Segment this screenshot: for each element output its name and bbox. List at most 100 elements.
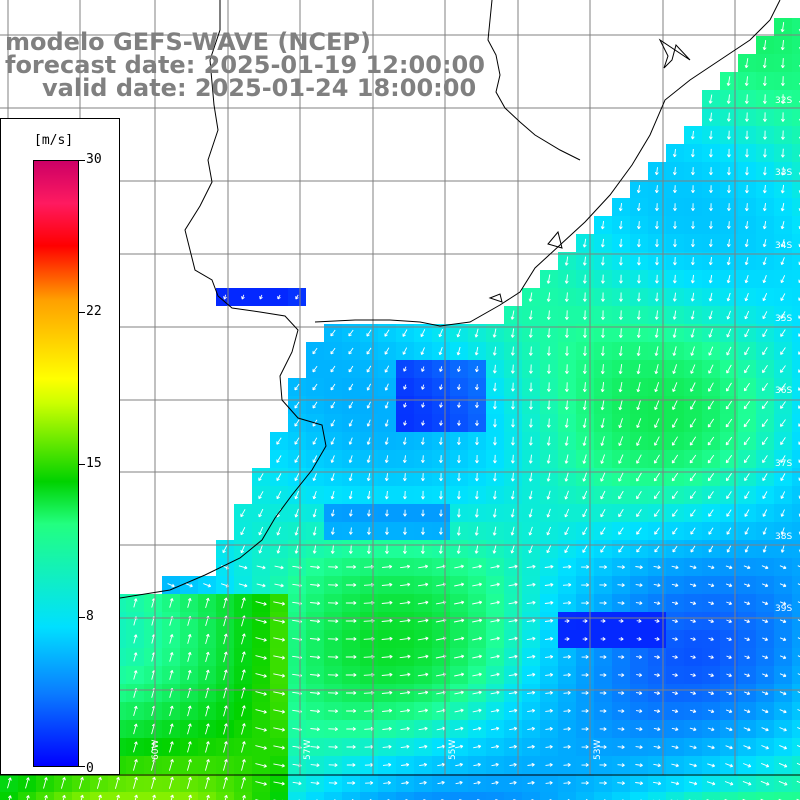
wind-arrow (547, 364, 551, 374)
wind-arrow (472, 600, 483, 605)
wind-arrow (384, 347, 390, 355)
wind-arrow (761, 691, 769, 696)
wind-arrow (381, 654, 393, 659)
wind-arrow (330, 329, 336, 337)
wind-cell (792, 306, 800, 324)
wind-arrow (744, 601, 751, 606)
wind-arrow (292, 781, 302, 786)
wind-arrow (690, 655, 696, 659)
wind-arrow (310, 583, 321, 588)
wind-cell (792, 18, 800, 36)
wind-arrow (744, 473, 750, 482)
wind-arrow (545, 780, 553, 785)
wind-arrow (654, 364, 659, 375)
wind-arrow (564, 418, 569, 428)
wind-arrow (780, 401, 786, 409)
wind-arrow (421, 509, 425, 517)
wind-arrow (707, 709, 715, 714)
wind-arrow (348, 383, 354, 391)
wind-arrow (600, 490, 606, 500)
wind-arrow (44, 794, 48, 800)
wind-arrow (582, 527, 588, 536)
wind-arrow (526, 636, 536, 641)
wind-cell (792, 432, 800, 450)
wind-arrow (689, 436, 697, 446)
wind-arrow (528, 472, 533, 482)
wind-cell (792, 666, 800, 684)
wind-arrow (635, 781, 644, 786)
wind-arrow (797, 637, 800, 640)
wind-arrow (312, 490, 317, 500)
wind-arrow (185, 583, 193, 588)
wind-arrow (619, 292, 623, 302)
wind-arrow (312, 383, 318, 391)
wind-arrow (490, 582, 500, 587)
wind-arrow (457, 437, 461, 446)
colorbar-tickmark (79, 617, 85, 618)
wind-arrow (779, 673, 787, 678)
wind-arrow (186, 759, 192, 771)
wind-arrow (762, 203, 767, 212)
wind-cell (216, 792, 234, 800)
wind-arrow (690, 310, 695, 320)
wind-arrow (689, 565, 697, 570)
wind-arrow (490, 636, 500, 641)
wind-arrow (437, 780, 445, 785)
wind-arrow (346, 583, 357, 587)
wind-arrow (294, 490, 300, 500)
wind-arrow (581, 763, 589, 767)
wind-arrow (653, 472, 660, 482)
wind-arrow (636, 637, 642, 641)
wind-arrow (508, 600, 518, 605)
wind-arrow (526, 672, 536, 677)
wind-arrow (241, 651, 246, 663)
wind-arrow (654, 400, 660, 411)
wind-arrow (708, 328, 713, 338)
wind-arrow (725, 400, 733, 410)
wind-arrow (780, 509, 785, 517)
wind-arrow (310, 619, 321, 624)
wind-arrow (780, 527, 785, 535)
wind-arrow (474, 346, 479, 356)
wind-arrow (671, 565, 679, 570)
wind-arrow (744, 545, 749, 553)
wind-arrow (418, 564, 429, 569)
wind-arrow (328, 745, 338, 749)
wind-cell (792, 252, 800, 270)
wind-arrow (762, 473, 768, 481)
wind-arrow (762, 527, 767, 535)
wind-arrow (223, 633, 228, 645)
wind-arrow (294, 419, 300, 427)
wind-arrow (725, 727, 733, 732)
wind-arrow (707, 727, 715, 732)
wind-arrow (348, 473, 353, 482)
wind-arrow (273, 619, 286, 624)
wind-arrow (474, 490, 479, 500)
wind-cell (792, 576, 800, 594)
wind-arrow (114, 776, 120, 789)
wind-arrow (258, 508, 264, 518)
wind-arrow (527, 690, 536, 695)
wind-arrow (312, 401, 318, 409)
wind-arrow (581, 565, 590, 569)
wind-arrow (490, 600, 500, 605)
wind-cell (792, 450, 800, 468)
wind-arrow (528, 526, 533, 536)
wind-arrow (527, 708, 536, 713)
wind-arrow (600, 454, 606, 464)
wind-arrow (797, 673, 800, 676)
wind-arrow (169, 669, 174, 680)
wind-arrow (618, 527, 624, 535)
wind-cell (792, 504, 800, 522)
wind-arrow (168, 776, 174, 789)
wind-arrow (510, 472, 515, 482)
wind-arrow (403, 366, 407, 372)
wind-arrow (546, 545, 552, 554)
wind-arrow (617, 583, 625, 588)
wind-arrow (779, 691, 787, 696)
wind-arrow (709, 185, 713, 194)
wind-cell (414, 792, 432, 800)
wind-arrow (169, 598, 174, 608)
wind-arrow (672, 274, 677, 284)
wind-arrow (187, 669, 192, 680)
